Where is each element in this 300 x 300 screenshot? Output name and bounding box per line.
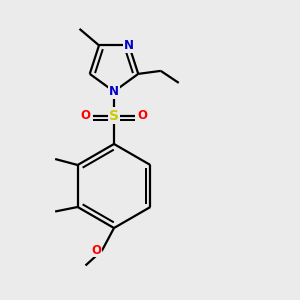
Text: O: O <box>92 244 102 257</box>
Text: N: N <box>124 39 134 52</box>
Text: O: O <box>80 109 90 122</box>
Text: S: S <box>109 109 119 122</box>
Text: N: N <box>109 85 119 98</box>
Text: O: O <box>138 109 148 122</box>
